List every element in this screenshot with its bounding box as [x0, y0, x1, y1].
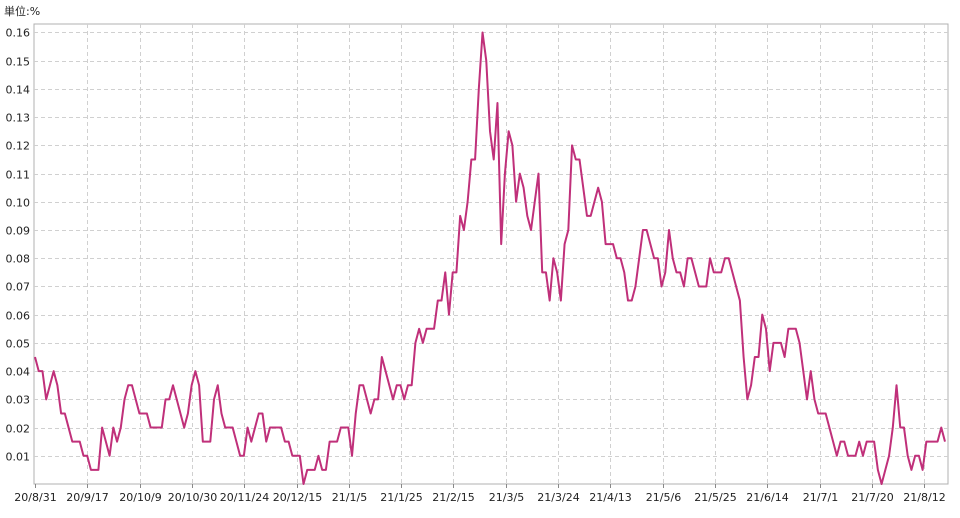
y-tick-label: 0.10: [6, 197, 31, 210]
x-tick-label: 21/1/5: [332, 491, 367, 504]
unit-label: 単位:%: [4, 5, 41, 18]
y-tick-label: 0.01: [6, 451, 31, 464]
y-tick-label: 0.03: [6, 394, 31, 407]
x-tick-label: 20/10/30: [168, 491, 217, 504]
y-tick-label: 0.14: [6, 84, 31, 97]
y-tick-label: 0.16: [6, 27, 31, 40]
x-tick-label: 21/3/24: [537, 491, 579, 504]
x-tick-label: 21/7/20: [851, 491, 893, 504]
y-tick-label: 0.08: [6, 253, 31, 266]
x-tick-label: 21/6/14: [746, 491, 788, 504]
x-tick-label: 21/7/1: [803, 491, 838, 504]
y-tick-label: 0.06: [6, 310, 31, 323]
series-line: [34, 31, 946, 485]
x-tick-label: 21/5/6: [646, 491, 681, 504]
y-tick-label: 0.07: [6, 281, 31, 294]
x-tick-label: 21/1/25: [380, 491, 422, 504]
y-tick-label: 0.05: [6, 338, 31, 351]
x-tick-label: 21/8/12: [903, 491, 945, 504]
x-tick-label: 20/9/17: [66, 491, 108, 504]
y-tick-label: 0.02: [6, 423, 31, 436]
x-tick-label: 20/11/24: [220, 491, 269, 504]
y-tick-label: 0.12: [6, 140, 31, 153]
x-tick-label: 20/12/15: [273, 491, 322, 504]
x-tick-label: 21/4/13: [589, 491, 631, 504]
y-tick-label: 0.13: [6, 112, 31, 125]
x-tick-label: 20/8/31: [14, 491, 56, 504]
x-tick-label: 21/3/5: [489, 491, 524, 504]
plot-area: [33, 23, 949, 485]
x-tick-label: 20/10/9: [119, 491, 161, 504]
y-tick-label: 0.04: [6, 366, 31, 379]
y-tick-label: 0.09: [6, 225, 31, 238]
x-tick-label: 21/2/15: [432, 491, 474, 504]
y-tick-label: 0.11: [6, 169, 31, 182]
y-tick-label: 0.15: [6, 56, 31, 69]
x-tick-label: 21/5/25: [694, 491, 736, 504]
